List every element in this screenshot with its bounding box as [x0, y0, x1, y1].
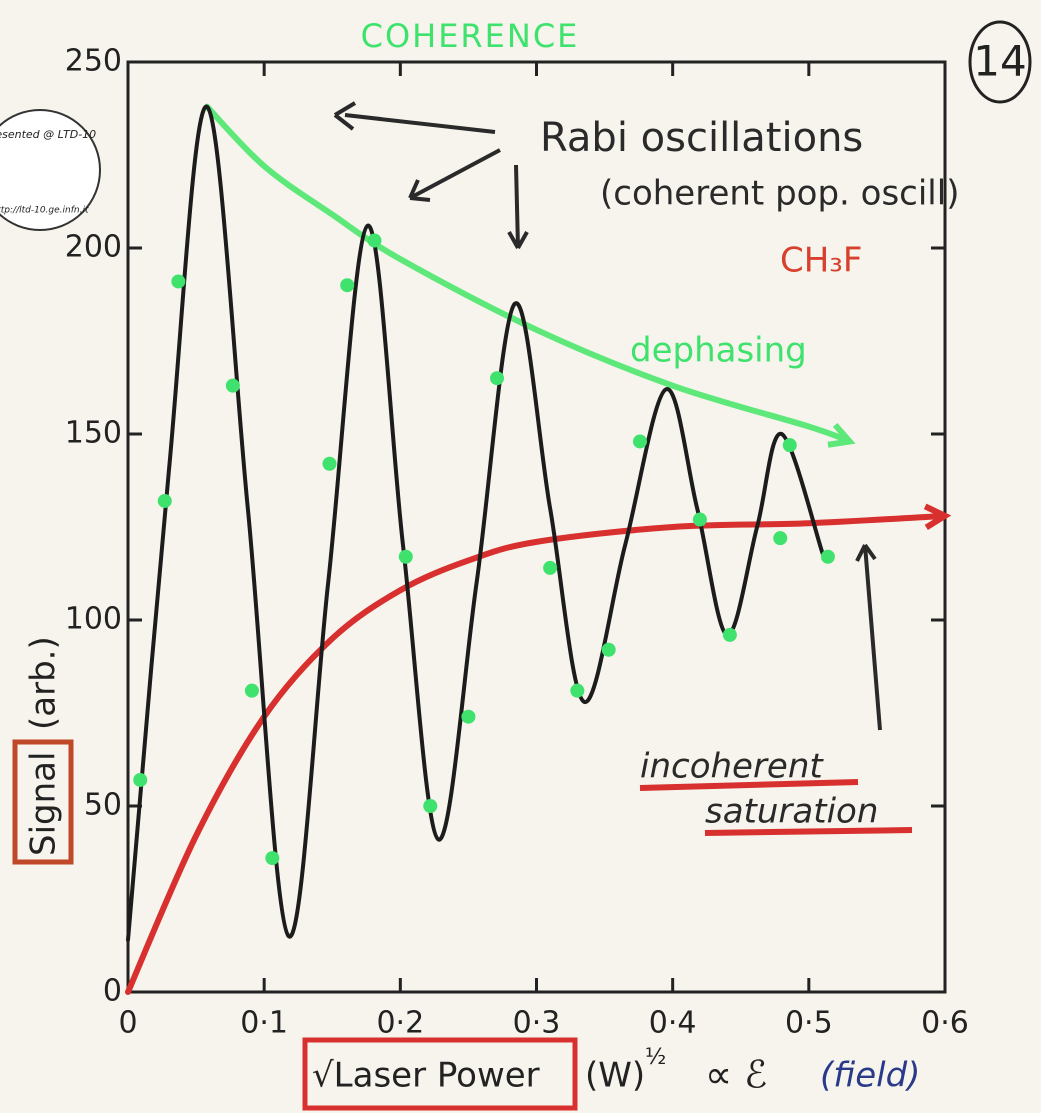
arrowhead	[923, 503, 952, 530]
annotation: Rabi oscillations	[540, 115, 863, 161]
annotation: (coherent pop. oscill)	[600, 174, 959, 214]
data-point	[570, 683, 585, 698]
x-tick-label: 0·6	[921, 1006, 969, 1041]
data-point	[133, 772, 148, 787]
y-tick-label: 150	[65, 416, 122, 451]
curve	[203, 103, 853, 445]
underline	[639, 779, 913, 836]
data-point	[322, 456, 337, 471]
x-axis-label: ½	[645, 1045, 666, 1070]
data-point	[632, 434, 647, 449]
x-axis-label: (field)	[820, 1056, 920, 1096]
annotation: CH₃F	[780, 241, 863, 281]
curve	[126, 104, 825, 942]
data-point	[722, 627, 737, 642]
stamp-text: presented @ LTD-10	[0, 128, 96, 141]
data-point	[461, 709, 476, 724]
annotation: incoherent	[640, 747, 824, 787]
data-point	[423, 799, 438, 813]
stamp	[0, 109, 101, 231]
arrowhead	[827, 422, 856, 448]
annotation-arrow	[333, 101, 882, 731]
data-point	[367, 233, 382, 248]
x-axis-label: ∝ ℰ	[705, 1053, 767, 1097]
data-point	[244, 683, 259, 698]
data-point	[820, 549, 835, 564]
data-point	[157, 493, 172, 508]
y-axis-label: Signal	[24, 752, 64, 856]
x-tick-label: 0·1	[240, 1006, 288, 1041]
page-circle	[968, 20, 1032, 104]
y-tick-label: 200	[65, 230, 122, 265]
y-tick-label: 50	[84, 788, 122, 823]
data-point	[265, 851, 280, 866]
data-point	[692, 512, 707, 527]
y-tick-label: 250	[65, 44, 122, 79]
y-tick-label: 0	[103, 974, 122, 1009]
label-box	[12, 739, 74, 865]
data-point	[171, 274, 186, 289]
data-point	[601, 642, 616, 657]
x-tick-label: 0·4	[649, 1006, 697, 1041]
data-point	[340, 278, 355, 293]
annotation: saturation	[705, 792, 878, 832]
x-axis-label: √Laser Power	[312, 1056, 540, 1096]
annotation: dephasing	[630, 331, 807, 371]
label-box	[302, 1037, 578, 1111]
curve	[125, 512, 948, 995]
y-tick-label: 100	[65, 602, 122, 637]
data-point	[398, 549, 413, 564]
y-axis-label: (arb.)	[24, 636, 64, 730]
chart-title: COHERENCE	[361, 17, 580, 55]
data-point	[225, 378, 240, 393]
data-point	[490, 371, 505, 386]
page-number: 14	[973, 37, 1026, 86]
x-tick-label: 0·3	[513, 1006, 561, 1041]
data-point	[543, 560, 558, 575]
x-tick-label: 0·5	[785, 1006, 833, 1041]
data-point	[773, 531, 788, 546]
x-axis-label: (W)	[585, 1056, 645, 1096]
y-axis-label-group: Signal (arb.)	[12, 636, 74, 865]
x-tick-label: 0·2	[376, 1006, 424, 1041]
data-point	[782, 438, 797, 453]
x-tick-label: 0	[118, 1006, 137, 1041]
stamp-text: http://ltd-10.ge.infn.it	[0, 206, 89, 216]
